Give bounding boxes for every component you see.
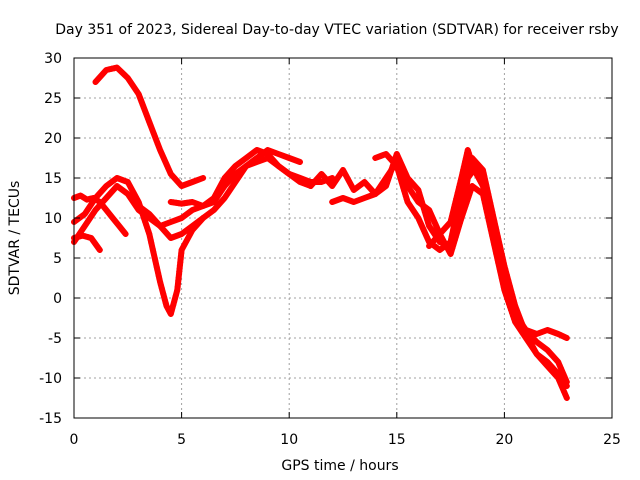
tick-labels: 0 5 10 15 20 25 -15 -10 -5 0 5 10 15 20 25 30 xyxy=(39,51,621,448)
y-tick-label: 5 xyxy=(53,251,62,267)
series-markers xyxy=(426,183,570,389)
chart-title: Day 351 of 2023, Sidereal Day-to-day VTE… xyxy=(55,22,618,38)
x-tick-label: 0 xyxy=(70,432,79,448)
series-track-1 xyxy=(92,64,207,189)
series-track-6 xyxy=(135,147,303,241)
y-tick-label: -5 xyxy=(48,331,62,347)
y-tick-label: -10 xyxy=(39,371,62,387)
x-tick-label: 20 xyxy=(495,432,513,448)
grid xyxy=(74,58,612,418)
x-tick-label: 15 xyxy=(388,432,406,448)
y-tick-label: 20 xyxy=(44,131,62,147)
axis-ticks xyxy=(73,57,613,419)
y-tick-label: 10 xyxy=(44,211,62,227)
y-tick-label: 30 xyxy=(44,51,62,67)
series-line xyxy=(92,64,207,189)
y-tick-label: 15 xyxy=(44,171,62,187)
series-group xyxy=(71,64,570,401)
y-tick-label: 25 xyxy=(44,91,62,107)
x-tick-label: 5 xyxy=(177,432,186,448)
y-axis-label: SDTVAR / TECUs xyxy=(7,181,23,296)
x-axis-label: GPS time / hours xyxy=(281,458,398,474)
x-tick-label: 25 xyxy=(603,432,621,448)
y-tick-label: -15 xyxy=(39,411,62,427)
x-tick-label: 10 xyxy=(280,432,298,448)
series-markers xyxy=(135,147,303,241)
y-tick-label: 0 xyxy=(53,291,62,307)
plot-frame xyxy=(73,57,613,419)
series-markers xyxy=(92,64,207,189)
series-track-11 xyxy=(426,183,570,389)
